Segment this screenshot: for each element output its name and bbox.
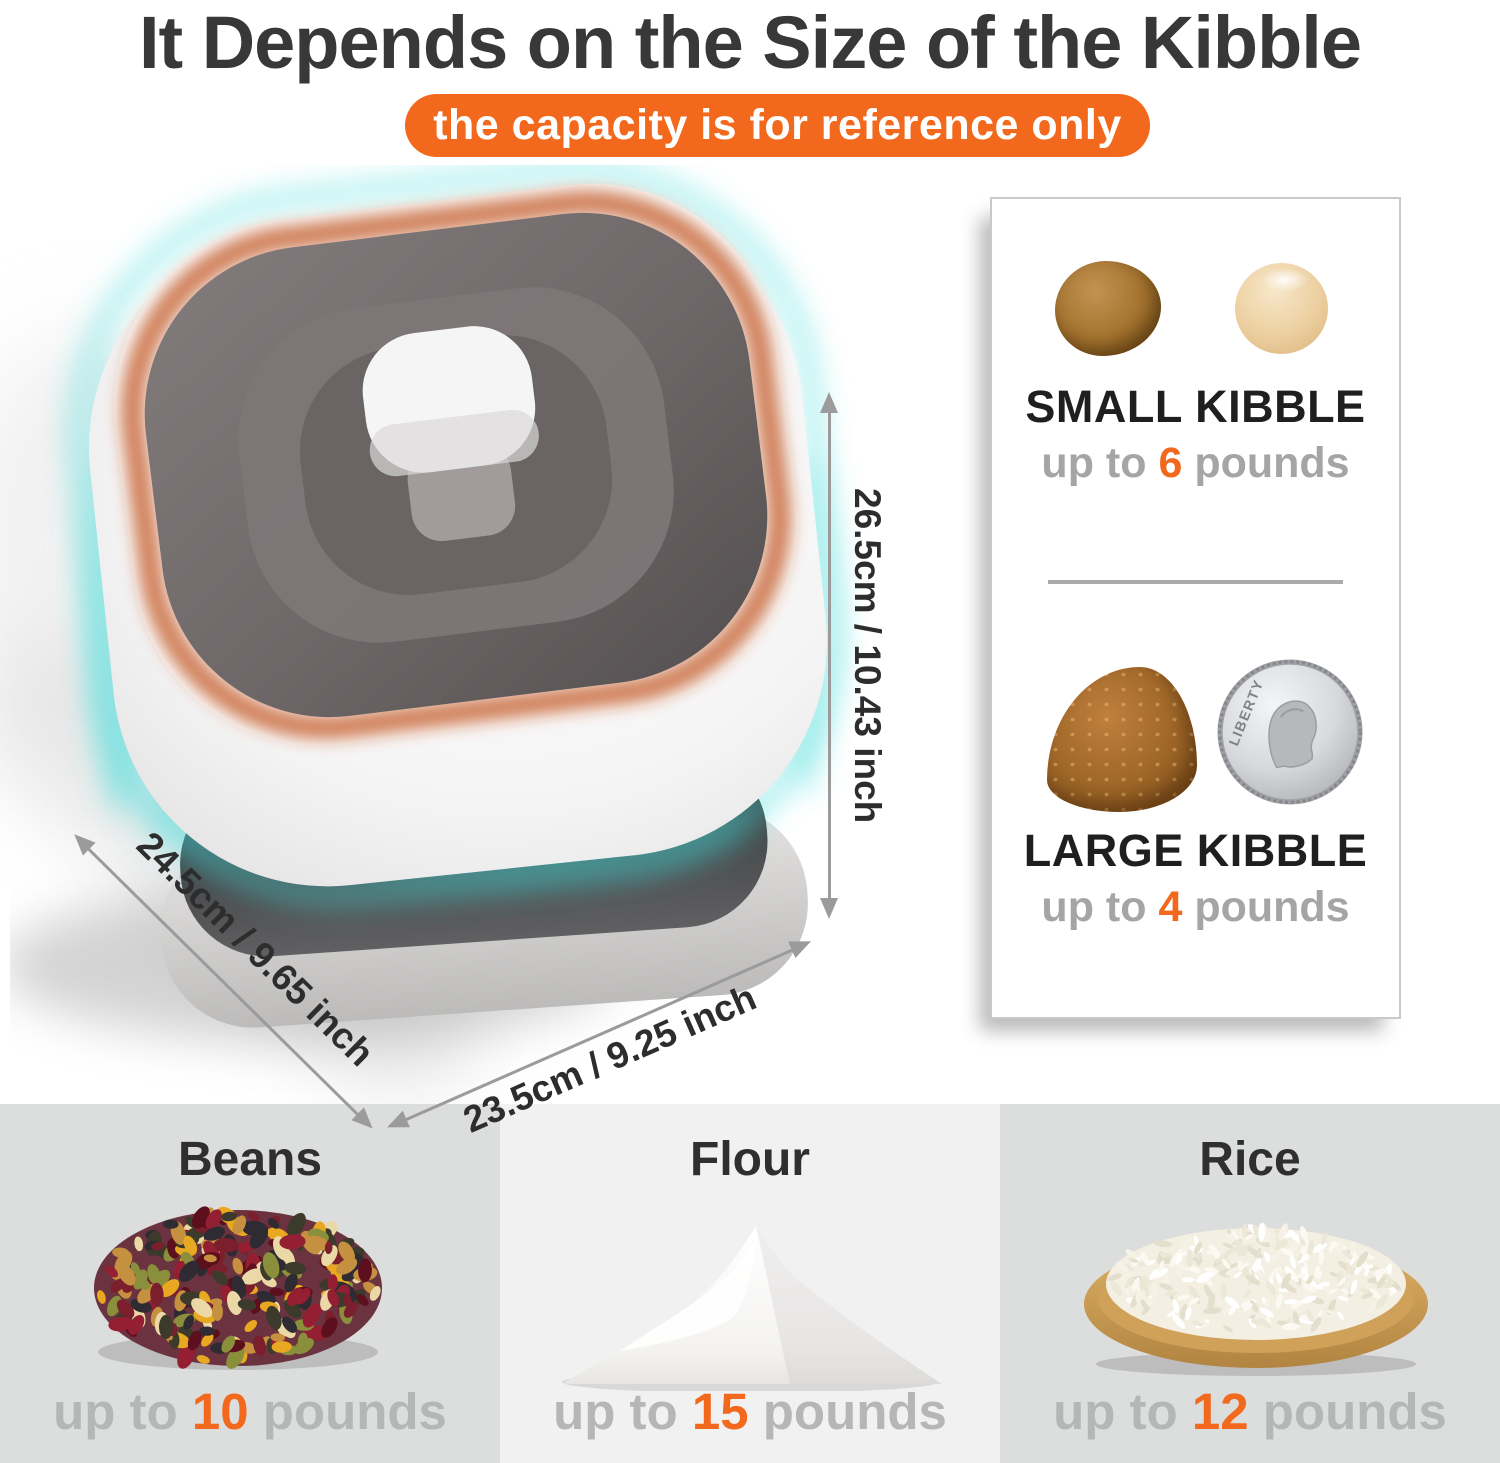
arrowhead-down: [820, 898, 838, 919]
flour-capacity: up to 15 pounds: [553, 1383, 947, 1440]
rice-capacity-value: 12: [1191, 1383, 1249, 1440]
flour-capacity-value: 15: [691, 1383, 749, 1440]
panel-rice: Rice up to 12 pounds: [1000, 1104, 1500, 1463]
beans-capacity: up to 10 pounds: [53, 1383, 447, 1440]
kibble-size-card: SMALL KIBBLE up to 6 pounds LIBERTY LARG: [990, 197, 1401, 1019]
reference-badge-label: the capacity is for reference only: [433, 101, 1122, 149]
small-kibble-label: SMALL KIBBLE: [1025, 381, 1366, 432]
page-title: It Depends on the Size of the Kibble: [138, 1, 1362, 84]
arrowhead-up: [820, 392, 838, 413]
panel-flour: Flour up to 15 pounds: [500, 1104, 1000, 1463]
small-kibble-capacity-value: 6: [1158, 439, 1183, 487]
rice-image: [1084, 1222, 1428, 1376]
rice-capacity: up to 12 pounds: [1053, 1383, 1447, 1440]
large-kibble-image: [1047, 667, 1197, 812]
reference-badge: the capacity is for reference only: [405, 94, 1150, 157]
panel-beans: Beans up to 10 pounds: [0, 1104, 500, 1463]
dimension-line: [827, 406, 831, 905]
rice-title: Rice: [1199, 1133, 1301, 1186]
beans-capacity-value: 10: [191, 1383, 249, 1440]
large-kibble-label: LARGE KIBBLE: [1023, 825, 1368, 876]
card-divider: [1048, 580, 1343, 584]
flour-title: Flour: [690, 1133, 810, 1186]
food-container-image: [10, 165, 844, 1043]
flour-image: [562, 1226, 942, 1391]
height-dimension-arrow: [819, 392, 839, 919]
small-kibble-image: [1055, 261, 1161, 356]
small-kibble-capacity: up to 6 pounds: [1041, 439, 1350, 487]
round-kibble-image: [1235, 263, 1328, 354]
large-kibble-capacity-value: 4: [1158, 883, 1183, 931]
beans-title: Beans: [177, 1133, 323, 1186]
height-dimension-label: 26.5cm / 10.43 inch: [847, 487, 888, 824]
large-kibble-capacity: up to 4 pounds: [1041, 883, 1350, 931]
beans-image: [94, 1206, 382, 1370]
capacity-panels: Beans up to 10 pounds Flour: [0, 1104, 1500, 1463]
dime-coin-image: LIBERTY: [1217, 659, 1363, 805]
